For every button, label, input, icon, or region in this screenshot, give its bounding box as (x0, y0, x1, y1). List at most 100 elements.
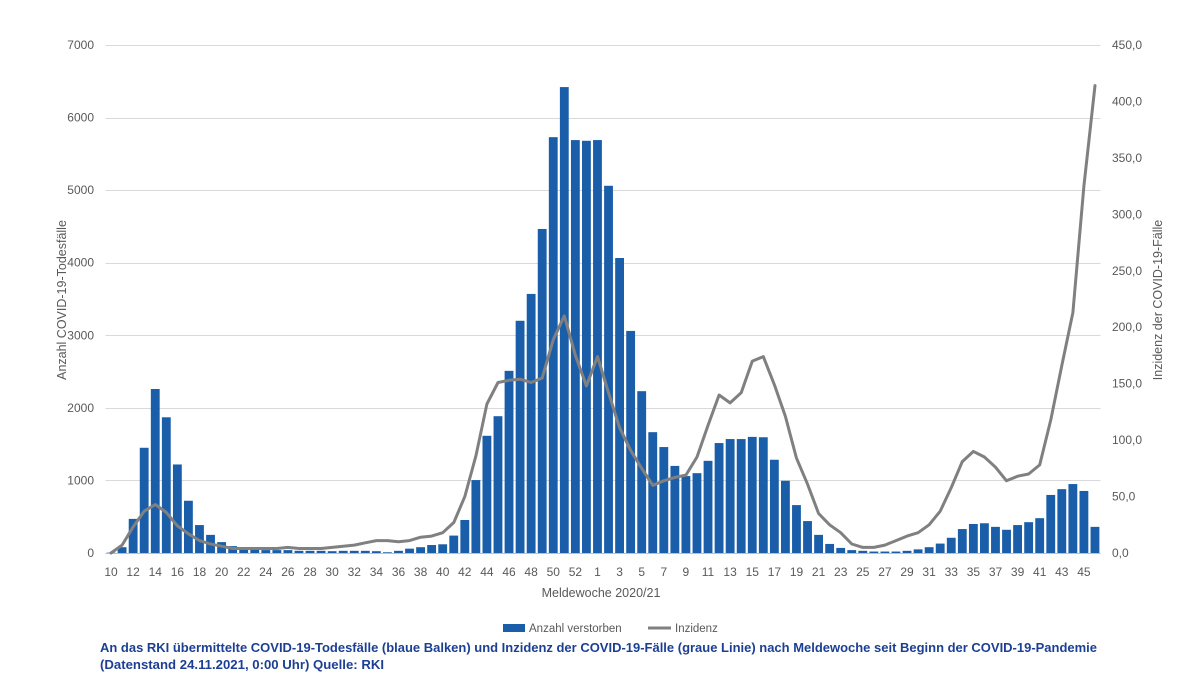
deaths-bar (803, 521, 812, 553)
deaths-bar (294, 550, 304, 553)
deaths-bar (460, 519, 470, 553)
deaths-bar (526, 293, 536, 553)
deaths-bar (814, 534, 823, 553)
deaths-bar (659, 447, 669, 553)
caption-line-1: An das RKI übermittelte COVID-19-Todesfä… (100, 641, 1097, 655)
y-axis-title-left: Anzahl COVID-19-Todesfälle (55, 220, 69, 380)
deaths-bar (913, 549, 923, 553)
x-tick-label: 15 (746, 565, 760, 579)
x-tick-label: 41 (1033, 565, 1047, 579)
deaths-bar (161, 417, 171, 553)
x-tick-label: 13 (723, 565, 737, 579)
x-tick-label: 35 (967, 565, 981, 579)
y-tick-label-left: 7000 (67, 38, 94, 52)
deaths-bar (792, 505, 801, 553)
x-tick-label: 18 (193, 565, 207, 579)
x-tick-label: 34 (370, 565, 384, 579)
x-tick-label: 42 (458, 565, 472, 579)
deaths-bar (1035, 518, 1045, 553)
deaths-bar (991, 526, 1000, 553)
caption-line-2: (Datenstand 24.11.2021, 0:00 Uhr) Quelle… (100, 658, 384, 672)
deaths-bar (139, 447, 149, 553)
deaths-bar (692, 473, 702, 553)
y-tick-label-right: 100,0 (1112, 433, 1142, 447)
deaths-bar (703, 460, 713, 553)
legend-label-incidence: Inzidenz (675, 623, 718, 635)
x-tick-label: 19 (790, 565, 804, 579)
x-tick-label: 24 (259, 565, 273, 579)
x-tick-label: 45 (1077, 565, 1091, 579)
deaths-bar (1090, 526, 1100, 553)
deaths-bar (681, 476, 691, 553)
deaths-bar (305, 550, 315, 553)
deaths-bar (1013, 525, 1022, 553)
deaths-bar (891, 551, 901, 553)
deaths-bar (327, 551, 337, 553)
x-tick-label: 39 (1011, 565, 1025, 579)
deaths-bar (427, 545, 437, 553)
y-tick-label-left: 2000 (67, 401, 94, 415)
deaths-bar (416, 547, 425, 553)
deaths-bar (869, 551, 879, 553)
y-tick-label-left: 5000 (67, 183, 94, 197)
deaths-bar (758, 437, 768, 553)
x-tick-label: 50 (547, 565, 561, 579)
deaths-bar (449, 535, 459, 553)
x-tick-label: 10 (104, 565, 118, 579)
y-tick-label-left: 1000 (67, 473, 94, 487)
x-tick-label: 12 (126, 565, 140, 579)
y-tick-label-left: 4000 (67, 256, 94, 270)
x-tick-label: 16 (171, 565, 185, 579)
deaths-bar (338, 550, 348, 553)
x-axis-title: Meldewoche 2020/21 (542, 586, 661, 600)
deaths-bar (172, 464, 182, 553)
y-tick-label-left: 3000 (67, 328, 94, 342)
deaths-bar (670, 465, 680, 553)
deaths-bar (261, 550, 271, 553)
y-tick-label-right: 200,0 (1112, 320, 1142, 334)
x-tick-label: 26 (281, 565, 295, 579)
deaths-bar (615, 258, 624, 553)
x-tick-label: 1 (594, 565, 601, 579)
deaths-bar (935, 543, 945, 553)
deaths-bar (382, 552, 392, 553)
x-tick-label: 17 (768, 565, 782, 579)
deaths-bar (769, 459, 779, 553)
x-tick-label: 30 (325, 565, 339, 579)
x-tick-label: 3 (616, 565, 623, 579)
x-tick-label: 22 (237, 565, 251, 579)
x-tick-label: 37 (989, 565, 1003, 579)
x-tick-label: 32 (348, 565, 362, 579)
y-tick-label-right: 350,0 (1112, 151, 1142, 165)
x-tick-label: 46 (502, 565, 516, 579)
deaths-bar (714, 443, 724, 553)
deaths-bar (371, 551, 381, 553)
deaths-bar (493, 416, 503, 553)
deaths-bar (183, 500, 193, 553)
x-tick-label: 48 (524, 565, 538, 579)
deaths-bar (957, 529, 967, 553)
deaths-bar (880, 551, 890, 553)
x-tick-label: 52 (569, 565, 583, 579)
deaths-bar (637, 391, 647, 553)
deaths-bar (648, 432, 658, 553)
deaths-bar (150, 388, 160, 553)
x-tick-label: 38 (414, 565, 428, 579)
deaths-bar (968, 523, 978, 553)
y-tick-label-right: 0,0 (1112, 546, 1129, 560)
caption: An das RKI übermittelte COVID-19-Todesfä… (100, 641, 1097, 672)
deaths-bar (902, 550, 912, 553)
deaths-bar (117, 547, 127, 553)
y-axis-title-right: Inzidenz der COVID-19-Fälle (1151, 220, 1165, 381)
deaths-bar (1002, 529, 1011, 553)
deaths-bar (946, 537, 956, 553)
y-tick-label-right: 250,0 (1112, 264, 1142, 278)
x-tick-label: 29 (900, 565, 914, 579)
deaths-bar (1079, 490, 1089, 553)
deaths-bar (316, 550, 326, 553)
deaths-bar (780, 480, 790, 553)
deaths-bar (626, 330, 636, 553)
deaths-bar (250, 549, 260, 553)
y-axis-left-ticks: 0 1000 2000 3000 4000 5000 6000 7000 (67, 38, 94, 560)
